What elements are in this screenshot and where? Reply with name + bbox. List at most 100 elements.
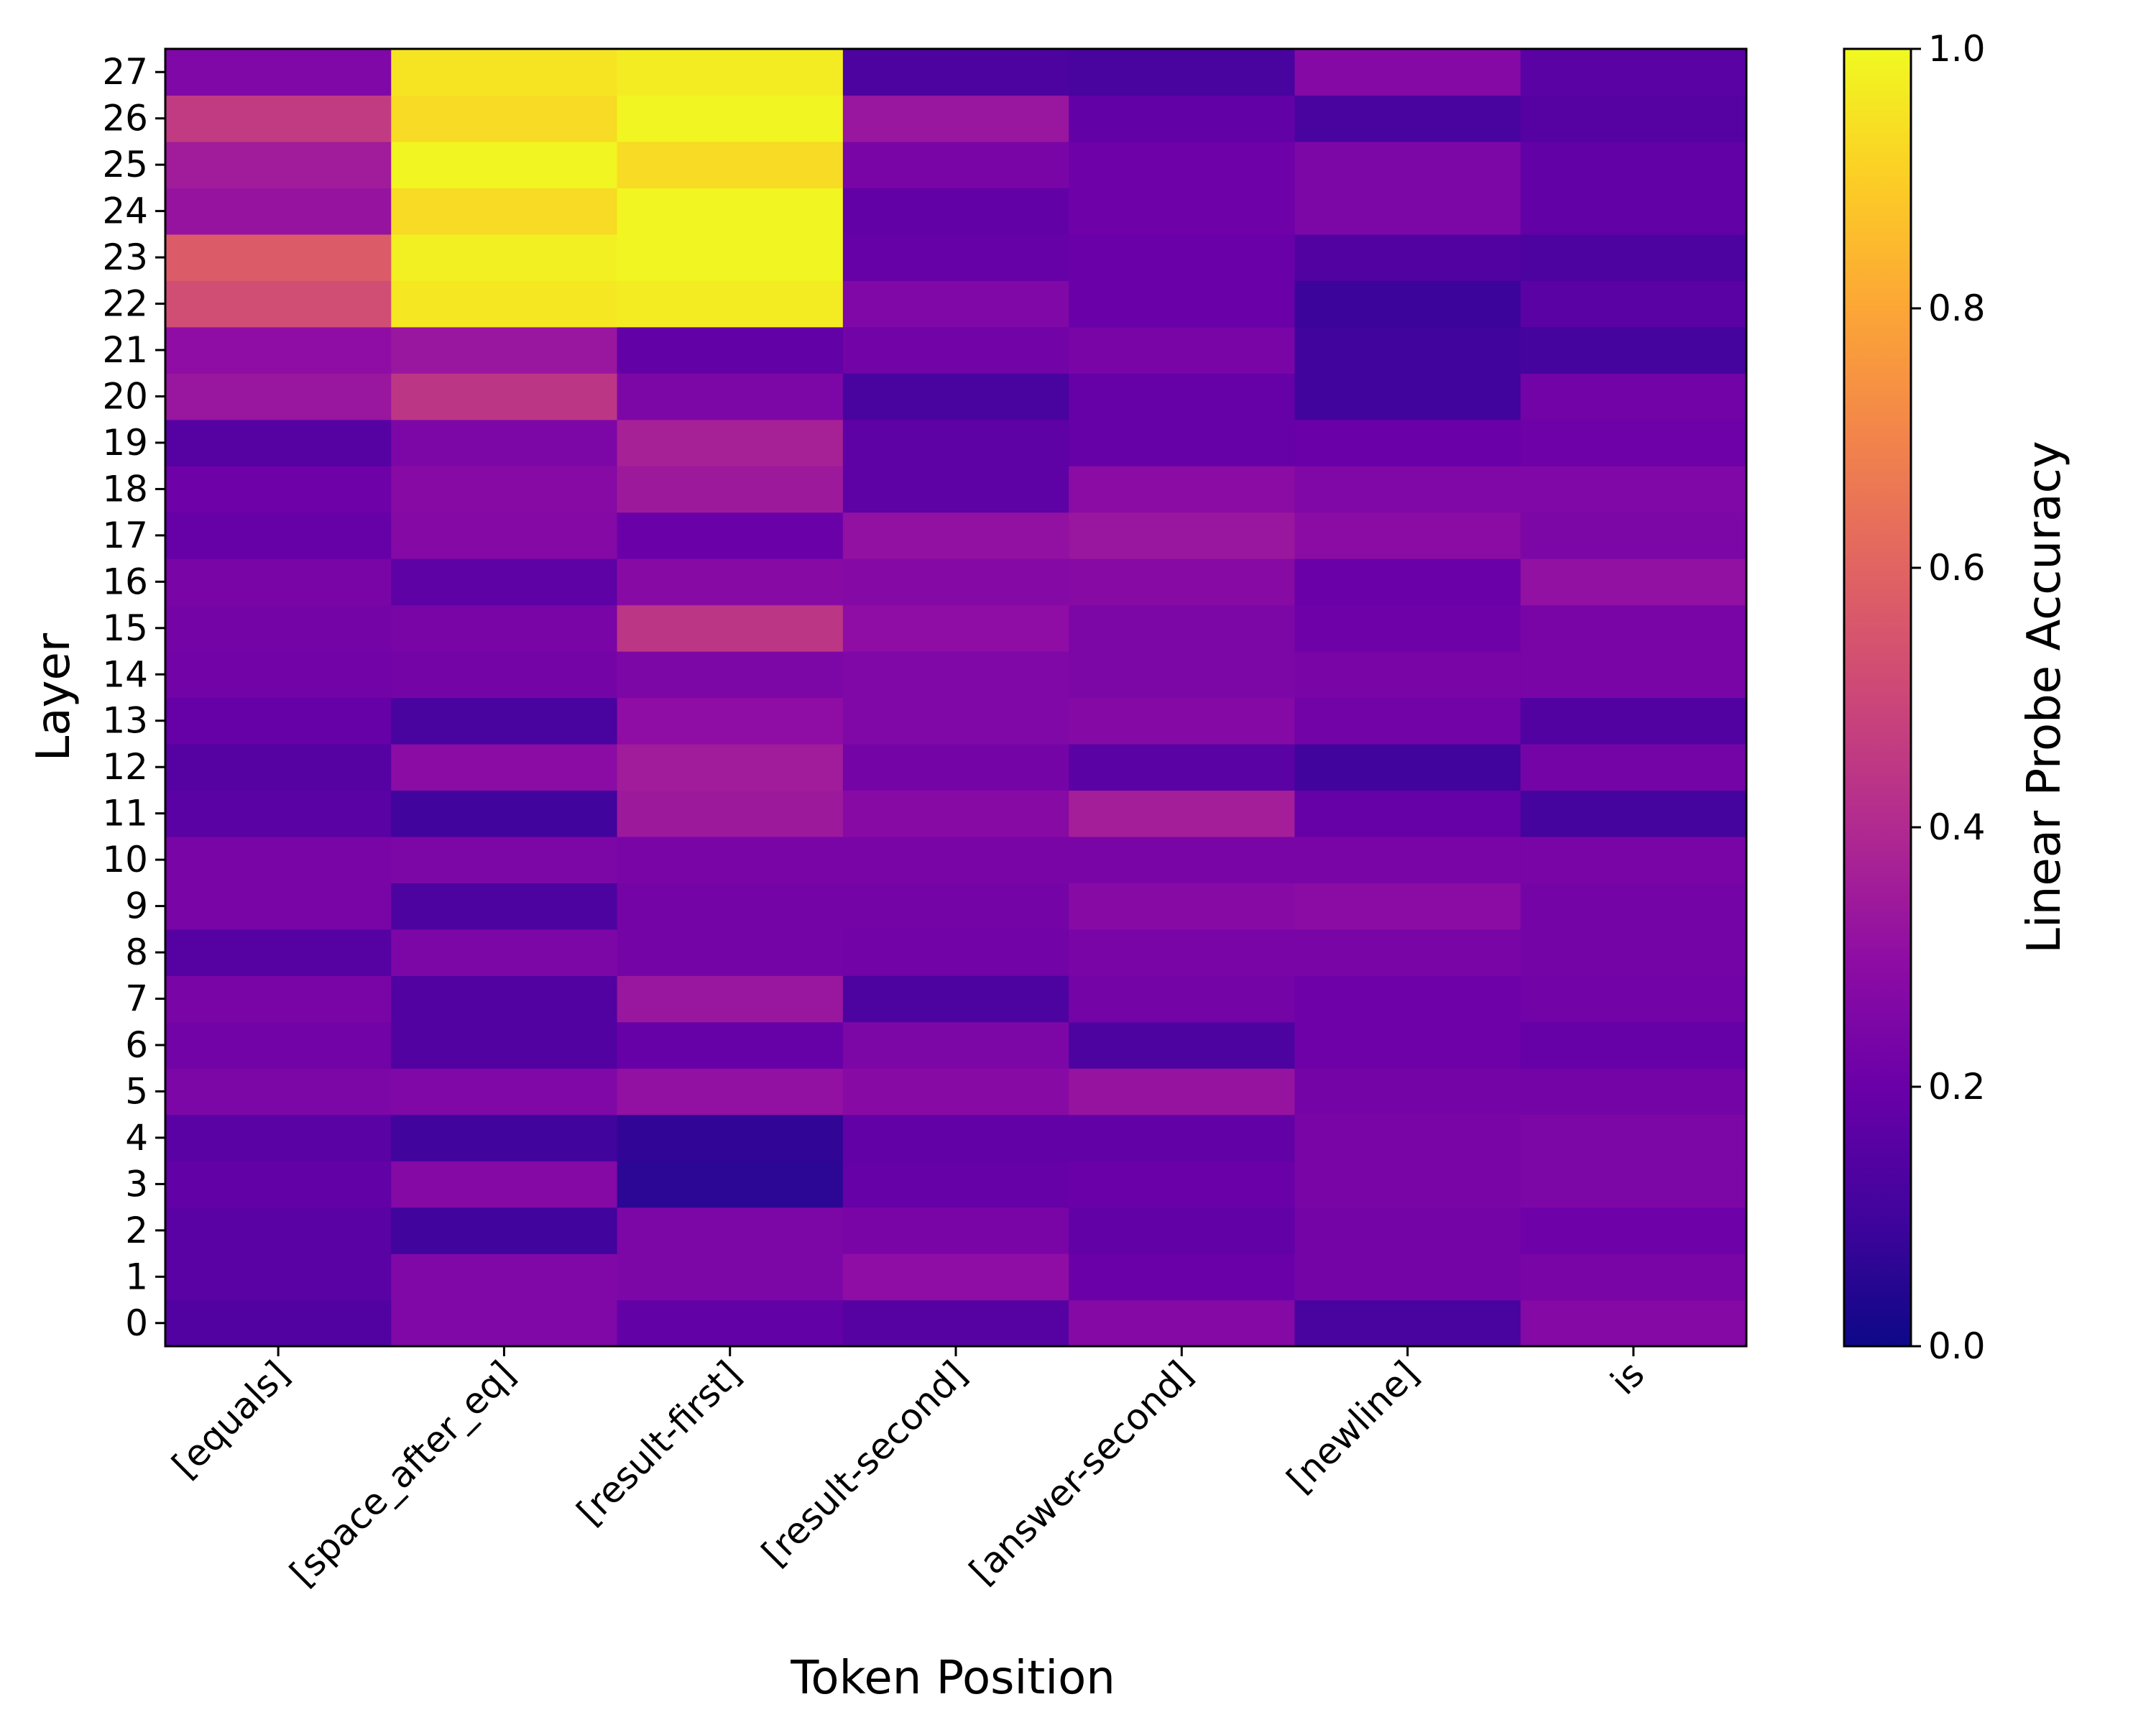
heatmap-cell (391, 697, 618, 745)
heatmap-cell (1294, 1300, 1521, 1347)
heatmap-cell (842, 1114, 1069, 1162)
heatmap-cell (617, 1300, 844, 1347)
heatmap-cell (165, 1161, 392, 1208)
heatmap-cell (1294, 651, 1521, 699)
y-tick-label: 5 (125, 1070, 148, 1112)
heatmap-cell (842, 1300, 1069, 1347)
heatmap-cell (1294, 141, 1521, 188)
heatmap-cell (842, 743, 1069, 791)
heatmap-cell (391, 95, 618, 142)
heatmap-cell (617, 49, 844, 96)
heatmap-cell (1069, 1021, 1296, 1069)
heatmap-cell (1294, 790, 1521, 837)
heatmap-cell (842, 558, 1069, 606)
heatmap-cell (842, 326, 1069, 374)
colorbar-tick-label: 1.0 (1928, 28, 1986, 70)
y-tick-label: 18 (102, 468, 148, 510)
heatmap-cell (1069, 512, 1296, 559)
heatmap-cell (165, 326, 392, 374)
heatmap-cell (1069, 975, 1296, 1023)
y-axis-ticks: 0123456789101112131415161718192021222324… (102, 51, 165, 1344)
heatmap-cell (842, 929, 1069, 976)
x-tick-label: [answer-second] (962, 1353, 1201, 1592)
colorbar-tick-label: 0.2 (1928, 1066, 1986, 1108)
y-tick-label: 24 (102, 190, 148, 232)
heatmap-cell (1294, 743, 1521, 791)
heatmap-cell (617, 836, 844, 883)
y-tick-label: 12 (102, 746, 148, 788)
heatmap-cell (165, 280, 392, 328)
heatmap-cell (617, 1207, 844, 1254)
heatmap-cell (1294, 697, 1521, 745)
heatmap-cell (1294, 234, 1521, 281)
y-tick-label: 9 (125, 886, 148, 927)
colorbar (1843, 47, 1912, 1348)
heatmap-cell (1520, 466, 1747, 513)
heatmap-cell (617, 697, 844, 745)
heatmap-cell (1520, 743, 1747, 791)
heatmap-cell (1069, 49, 1296, 96)
heatmap-cell (165, 49, 392, 96)
heatmap-cell (1294, 326, 1521, 374)
heatmap-cell (165, 373, 392, 420)
heatmap-cell (1520, 929, 1747, 976)
heatmap-cell (842, 1254, 1069, 1301)
heatmap-cell (617, 280, 844, 328)
heatmap-cell (617, 883, 844, 930)
heatmap-cell (842, 419, 1069, 466)
heatmap-cell (617, 975, 844, 1023)
heatmap-cell (391, 975, 618, 1023)
x-tick-label: is (1603, 1353, 1652, 1402)
heatmap-cell (1069, 790, 1296, 837)
heatmap-cell (165, 141, 392, 188)
heatmap-cell (1520, 975, 1747, 1023)
heatmap-cell (617, 790, 844, 837)
heatmap-cell (617, 141, 844, 188)
heatmap-cell (391, 1207, 618, 1254)
heatmap-cell (391, 1021, 618, 1069)
heatmap-cell (165, 1068, 392, 1116)
heatmap-cell (1294, 1254, 1521, 1301)
heatmap-cell (617, 929, 844, 976)
y-tick-label: 27 (102, 51, 148, 93)
heatmap-cell (842, 790, 1069, 837)
heatmap-cell (1520, 883, 1747, 930)
colorbar-ticks: 0.0 0.2 0.4 0.6 0.8 1.0 (1911, 28, 1986, 1367)
heatmap-cell (165, 697, 392, 745)
y-tick-label: 7 (125, 978, 148, 1020)
colorbar-tick-label: 0.8 (1928, 288, 1986, 329)
heatmap-cell (1294, 512, 1521, 559)
heatmap-cell (391, 466, 618, 513)
heatmap-cell (165, 790, 392, 837)
heatmap-cell (1520, 1300, 1747, 1347)
heatmap-cell (165, 512, 392, 559)
y-tick-label: 20 (102, 375, 148, 417)
heatmap-cell (1520, 512, 1747, 559)
x-tick-label: [newline] (1279, 1353, 1427, 1500)
heatmap-cell (1069, 141, 1296, 188)
x-axis-title: Token Position (790, 1652, 1115, 1705)
heatmap-cell (165, 234, 392, 281)
heatmap-cell (1069, 558, 1296, 606)
heatmap-cell (617, 558, 844, 606)
heatmap-cell (1069, 929, 1296, 976)
heatmap-cell (1069, 1254, 1296, 1301)
x-tick-label: [result-second] (754, 1353, 975, 1573)
y-tick-label: 8 (125, 932, 148, 973)
heatmap-cell (842, 280, 1069, 328)
heatmap-cell (391, 512, 618, 559)
y-tick-label: 16 (102, 561, 148, 602)
heatmap-cell (1520, 697, 1747, 745)
heatmap-cell (1294, 1068, 1521, 1116)
heatmap-cell (617, 95, 844, 142)
heatmap-cell (842, 95, 1069, 142)
colorbar-label: Linear Probe Accuracy (2018, 441, 2071, 953)
y-tick-label: 22 (102, 283, 148, 325)
heatmap-cell (1520, 419, 1747, 466)
y-tick-label: 17 (102, 515, 148, 556)
heatmap-cell (842, 512, 1069, 559)
heatmap-cell (165, 604, 392, 652)
heatmap-cell (617, 419, 844, 466)
heatmap-cell (165, 1114, 392, 1162)
heatmap-cell (1069, 604, 1296, 652)
